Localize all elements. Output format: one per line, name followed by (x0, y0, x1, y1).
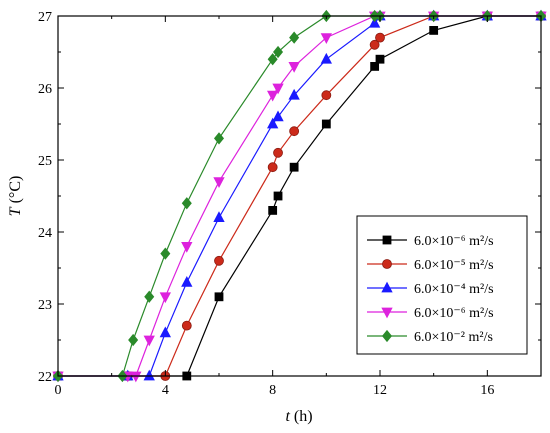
legend-marker (382, 235, 392, 245)
x-tick-label: 4 (162, 383, 169, 398)
data-point (181, 276, 193, 287)
y-tick-label: 22 (38, 370, 52, 385)
data-point (159, 292, 171, 304)
legend-marker (381, 307, 393, 319)
legend: 6.0×10⁻⁶ m²/s 6.0×10⁻⁵ m²/s 6.0×10⁻⁴ m²/s 6… (356, 215, 528, 355)
data-point (181, 320, 192, 331)
data-point (267, 90, 279, 102)
data-point (213, 211, 225, 223)
data-point (288, 88, 300, 100)
legend-marker (381, 281, 393, 293)
data-point (273, 191, 283, 201)
legend-item: 6.0×10⁻² m²/s (367, 329, 493, 345)
legend-label: 6.0×10⁻⁵ m²/s (414, 258, 494, 273)
data-point (368, 16, 381, 28)
data-point (143, 369, 155, 381)
legend-item: 6.0×10⁻⁶ m²/s (367, 306, 494, 321)
data-point (288, 62, 300, 73)
legend-label: 6.0×10⁻⁶ m²/s (414, 234, 494, 249)
y-tick-labels: 22 23 24 25 26 27 (38, 10, 52, 385)
x-tick-label: 8 (269, 383, 276, 398)
data-point (375, 32, 385, 43)
data-point (429, 25, 439, 35)
series-line-2 (58, 15, 541, 377)
legend-label: 6.0×10⁻⁶ m²/s (414, 306, 494, 321)
data-point (214, 255, 224, 266)
data-point (143, 335, 155, 347)
data-point (267, 162, 278, 173)
data-point (320, 33, 332, 44)
x-tick-label: 0 (55, 383, 62, 398)
data-point (369, 39, 380, 50)
x-tick-label: 12 (373, 383, 387, 398)
y-tick-label: 24 (38, 226, 52, 241)
data-point (128, 333, 139, 347)
x-tick-label: 16 (480, 383, 494, 398)
data-point (213, 177, 225, 188)
data-point (214, 292, 224, 302)
data-point (321, 90, 332, 101)
y-tick-label: 26 (38, 82, 52, 97)
data-point (289, 31, 300, 44)
legend-item: 6.0×10⁻⁴ m²/s (367, 281, 494, 297)
data-point (272, 83, 284, 95)
legend-label: 6.0×10⁻² m²/s (414, 330, 493, 345)
data-point (213, 132, 225, 145)
data-point (268, 205, 278, 215)
x-axis-title: t (h) (285, 408, 312, 425)
data-point (130, 371, 142, 383)
legend-item: 6.0×10⁻⁵ m²/s (367, 258, 494, 273)
data-point (289, 126, 300, 137)
y-tick-label: 23 (38, 298, 52, 313)
data-point (272, 110, 284, 122)
legend-marker (381, 329, 393, 343)
data-point (321, 119, 331, 129)
data-point (181, 241, 193, 253)
data-point (267, 53, 278, 66)
y-tick-label: 27 (38, 10, 52, 25)
data-point (144, 290, 155, 303)
axis-ticks (57, 15, 542, 377)
legend-label: 6.0×10⁻⁴ m²/s (414, 282, 494, 297)
x-tick-labels: 0 4 8 12 16 (55, 383, 495, 398)
data-point (375, 54, 385, 64)
data-point (273, 147, 283, 158)
data-point (320, 52, 332, 64)
data-point (370, 62, 380, 71)
data-point (181, 197, 192, 210)
data-point (289, 162, 299, 172)
data-point (160, 247, 171, 260)
data-point (267, 117, 279, 129)
legend-marker (382, 259, 392, 269)
y-axis-title: T (°C) (7, 176, 24, 217)
data-point (273, 45, 284, 59)
y-tick-label: 25 (38, 154, 52, 169)
legend-item: 6.0×10⁻⁶ m²/s (367, 234, 494, 249)
data-point (159, 326, 171, 338)
